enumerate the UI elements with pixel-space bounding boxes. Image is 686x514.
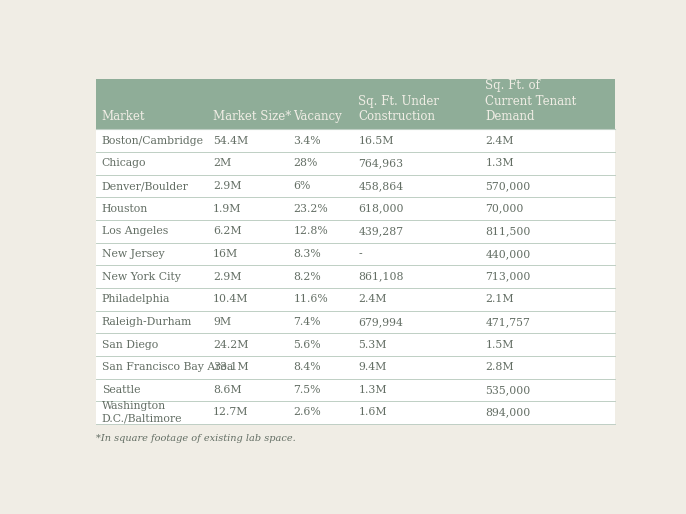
Text: San Diego: San Diego (102, 340, 158, 350)
Text: 861,108: 861,108 (358, 271, 404, 282)
Text: 10.4M: 10.4M (213, 294, 248, 304)
Text: Seattle: Seattle (102, 385, 140, 395)
Text: 7.5%: 7.5% (294, 385, 321, 395)
Text: Los Angeles: Los Angeles (102, 226, 168, 236)
Text: -: - (358, 249, 362, 259)
Text: New Jersey: New Jersey (102, 249, 165, 259)
Text: 811,500: 811,500 (485, 226, 531, 236)
Text: San Francisco Bay Area: San Francisco Bay Area (102, 362, 233, 372)
Text: 12.7M: 12.7M (213, 408, 248, 417)
Text: 679,994: 679,994 (358, 317, 403, 327)
Text: 16M: 16M (213, 249, 239, 259)
Text: 3.4%: 3.4% (294, 136, 321, 146)
Text: 2.4M: 2.4M (358, 294, 387, 304)
Text: New York City: New York City (102, 271, 180, 282)
Text: 33.1M: 33.1M (213, 362, 249, 372)
Text: Houston: Houston (102, 204, 148, 214)
Text: 440,000: 440,000 (485, 249, 530, 259)
Text: 2.1M: 2.1M (485, 294, 514, 304)
Text: 2.4M: 2.4M (485, 136, 514, 146)
Text: 70,000: 70,000 (485, 204, 523, 214)
Text: 894,000: 894,000 (485, 408, 530, 417)
Text: 2.8M: 2.8M (485, 362, 514, 372)
Text: 458,864: 458,864 (358, 181, 403, 191)
Text: 713,000: 713,000 (485, 271, 531, 282)
Text: 5.3M: 5.3M (358, 340, 387, 350)
Text: 1.3M: 1.3M (358, 385, 387, 395)
Text: Vacancy: Vacancy (294, 111, 342, 123)
Text: 23.2%: 23.2% (294, 204, 328, 214)
Text: Boston/Cambridge: Boston/Cambridge (102, 136, 204, 146)
Text: Chicago: Chicago (102, 158, 146, 169)
Text: 764,963: 764,963 (358, 158, 403, 169)
Text: Market: Market (102, 111, 145, 123)
Text: Philadelphia: Philadelphia (102, 294, 170, 304)
Text: 12.8%: 12.8% (294, 226, 328, 236)
Text: 1.9M: 1.9M (213, 204, 241, 214)
Text: Sq. Ft. Under
Construction: Sq. Ft. Under Construction (358, 95, 439, 123)
Text: 16.5M: 16.5M (358, 136, 394, 146)
Text: 8.2%: 8.2% (294, 271, 321, 282)
Text: *In square footage of existing lab space.: *In square footage of existing lab space… (96, 434, 296, 443)
Text: 54.4M: 54.4M (213, 136, 248, 146)
Text: 570,000: 570,000 (485, 181, 530, 191)
Text: Washington
D.C./Baltimore: Washington D.C./Baltimore (102, 401, 182, 424)
Text: 535,000: 535,000 (485, 385, 530, 395)
Text: 28%: 28% (294, 158, 318, 169)
Text: 9.4M: 9.4M (358, 362, 387, 372)
Text: 1.3M: 1.3M (485, 158, 514, 169)
Text: 24.2M: 24.2M (213, 340, 248, 350)
Text: 2.9M: 2.9M (213, 181, 241, 191)
Text: 2M: 2M (213, 158, 231, 169)
Text: Raleigh-Durham: Raleigh-Durham (102, 317, 192, 327)
Text: 439,287: 439,287 (358, 226, 403, 236)
Text: Sq. Ft. of
Current Tenant
Demand: Sq. Ft. of Current Tenant Demand (485, 80, 576, 123)
Text: 8.4%: 8.4% (294, 362, 321, 372)
Text: 8.6M: 8.6M (213, 385, 241, 395)
Text: 8.3%: 8.3% (294, 249, 321, 259)
Text: 471,757: 471,757 (485, 317, 530, 327)
Text: 6.2M: 6.2M (213, 226, 241, 236)
Text: 618,000: 618,000 (358, 204, 404, 214)
Text: 2.9M: 2.9M (213, 271, 241, 282)
Text: 1.6M: 1.6M (358, 408, 387, 417)
Text: 1.5M: 1.5M (485, 340, 514, 350)
Text: 6%: 6% (294, 181, 311, 191)
Text: 5.6%: 5.6% (294, 340, 321, 350)
Text: Market Size*: Market Size* (213, 111, 292, 123)
Text: 9M: 9M (213, 317, 231, 327)
Text: 7.4%: 7.4% (294, 317, 321, 327)
Text: 2.6%: 2.6% (294, 408, 321, 417)
Text: Denver/Boulder: Denver/Boulder (102, 181, 189, 191)
Text: 11.6%: 11.6% (294, 294, 328, 304)
